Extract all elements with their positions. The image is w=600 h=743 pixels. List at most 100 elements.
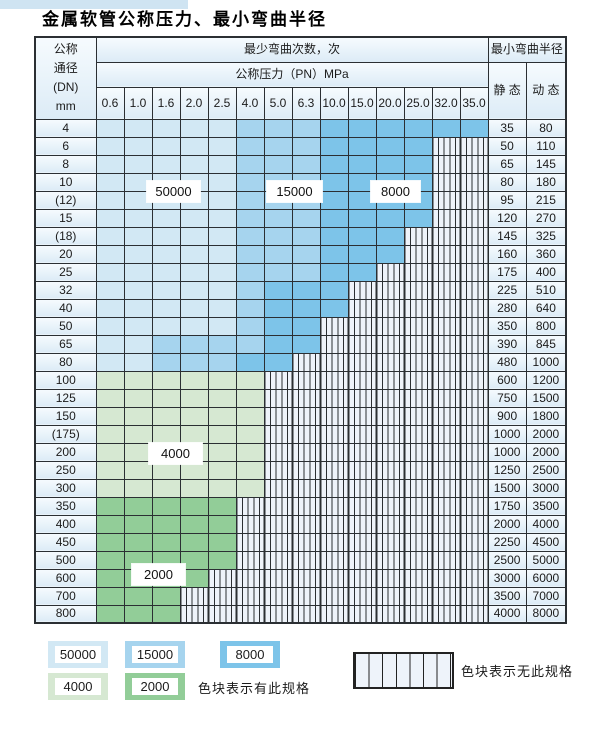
no-spec-cell [459,280,489,300]
spec-cell-c4000 [235,478,265,498]
pressure-value-cell: 1.0 [123,86,153,120]
spec-cell-c50000 [179,136,209,156]
spec-cell-c50000 [179,154,209,174]
spec-cell-c50000 [207,208,237,228]
spec-cell-c4000 [207,460,237,480]
pressure-value-cell: 10.0 [319,86,349,120]
no-spec-cell [319,586,349,606]
table-row-dn-15: 15 120 270 [34,208,567,228]
table-row-dn-500: 500 2500 5000 [34,550,567,570]
no-spec-cell [375,496,405,516]
dynamic-radius-cell: 8000 [525,604,567,624]
spec-cell-c50000 [123,154,153,174]
no-spec-cell [347,388,377,408]
spec-cell-c4000 [179,478,209,498]
spec-cell-c50000 [123,262,153,282]
pressure-header: 公称压力（PN）MPa [95,61,489,88]
spec-cell-c8000 [263,316,293,336]
spec-cell-c8000 [403,136,433,156]
dynamic-radius-cell: 6000 [525,568,567,588]
static-radius-cell: 1500 [487,478,527,498]
no-spec-cell [459,460,489,480]
dynamic-radius-cell: 1200 [525,370,567,390]
spec-cell-c2000 [179,532,209,552]
dn-cell: 600 [34,568,97,588]
spec-cell-c4000 [123,478,153,498]
spec-cell-c4000 [179,388,209,408]
no-spec-cell [263,586,293,606]
pressure-value-cell: 2.5 [207,86,237,120]
dn-cell: (175) [34,424,97,444]
no-spec-cell [431,424,461,444]
corner-line-3: (DN) [53,80,79,95]
spec-cell-c50000 [123,352,153,372]
no-spec-cell [319,550,349,570]
static-radius-cell: 480 [487,352,527,372]
static-radius-cell: 1250 [487,460,527,480]
no-spec-cell [291,568,321,588]
dynamic-radius-cell: 400 [525,262,567,282]
table-row-dn-50: 50 350 800 [34,316,567,336]
static-radius-cell: 160 [487,244,527,264]
no-spec-cell [319,478,349,498]
pressure-value-cell: 5.0 [263,86,293,120]
dynamic-radius-cell: 510 [525,280,567,300]
spec-cell-c4000 [179,406,209,426]
no-spec-cell [319,388,349,408]
table-row-dn-4: 4 35 80 [34,118,567,138]
no-spec-cell [459,568,489,588]
static-radius-cell: 3000 [487,568,527,588]
spec-cell-c8000 [319,280,349,300]
no-spec-cell [431,388,461,408]
no-spec-cell [403,280,433,300]
dynamic-radius-cell: 845 [525,334,567,354]
spec-cell-c50000 [95,226,125,246]
dynamic-header: 动 态 [525,61,567,120]
spec-cell-c2000 [123,514,153,534]
spec-cell-c15000 [235,244,265,264]
dynamic-radius-cell: 4500 [525,532,567,552]
no-spec-cell [431,478,461,498]
spec-cell-c50000 [95,244,125,264]
dynamic-radius-cell: 215 [525,190,567,210]
dn-cell: (12) [34,190,97,210]
spec-cell-c50000 [95,136,125,156]
dynamic-radius-cell: 2500 [525,460,567,480]
spec-cell-c50000 [151,154,181,174]
pressure-value-cell: 1.6 [151,86,181,120]
corner-line-1: 公称 [53,42,78,57]
no-spec-cell [431,442,461,462]
no-spec-cell [459,298,489,318]
table-row-dn-18: (18) 145 325 [34,226,567,246]
no-spec-cell [403,334,433,354]
region-label-15000: 15000 [267,181,322,202]
spec-cell-c50000 [179,244,209,264]
dn-cell: 500 [34,550,97,570]
dn-cell: 25 [34,262,97,282]
no-spec-cell [431,532,461,552]
spec-cell-c50000 [207,172,237,192]
no-spec-cell [347,604,377,624]
table-row-dn-8: 8 65 145 [34,154,567,174]
dn-cell: (18) [34,226,97,246]
spec-cell-c50000 [123,280,153,300]
spec-cell-c8000 [375,136,405,156]
spec-cell-c15000 [291,136,321,156]
legend-box-2000: 2000 [125,673,185,700]
no-spec-cell [375,316,405,336]
spec-cell-c2000 [95,532,125,552]
static-radius-cell: 225 [487,280,527,300]
dn-cell: 800 [34,604,97,624]
no-spec-cell [375,442,405,462]
spec-cell-c4000 [235,442,265,462]
no-spec-cell [375,280,405,300]
spec-cell-c4000 [95,478,125,498]
spec-cell-c15000 [263,262,293,282]
no-spec-cell [431,190,461,210]
spec-cell-c50000 [95,352,125,372]
spec-cell-c15000 [291,244,321,264]
spec-cell-c2000 [95,586,125,606]
no-spec-cell [291,442,321,462]
spec-cell-c4000 [95,406,125,426]
spec-cell-c8000 [319,136,349,156]
